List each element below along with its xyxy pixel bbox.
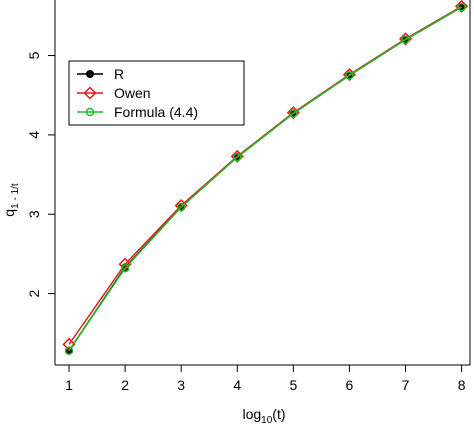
series-layer [62,0,469,355]
x-tick-label: 8 [458,377,466,393]
formula-4-4-point [345,71,354,80]
formula-4-4-point [457,2,466,12]
formula-4-4-point [176,202,186,212]
series-line-r [68,6,462,352]
series-line-owen [68,5,462,345]
formula-4-4-point [233,152,242,162]
x-tick-label: 5 [289,377,297,393]
owen-point [455,0,469,13]
y-tick-label: 2 [26,289,42,297]
y-axis-title: q1 - 1/t [1,183,21,217]
x-tick-label: 4 [233,377,241,393]
y-tick-label: 5 [26,51,42,59]
x-axis-title-arg: (t) [272,406,285,422]
x-axis-title-subscript: 10 [261,415,273,424]
series-owen [62,0,469,351]
x-axis: 1 2 3 4 5 6 7 8 [65,365,466,393]
owen-point [118,257,132,271]
legend-formula-4-4-point [85,107,95,117]
x-tick-label: 1 [65,377,73,393]
x-axis-title-main: log [242,406,261,422]
legend-owen-point [83,86,97,100]
series-formula-4-4 [64,2,466,355]
x-tick-label: 7 [402,377,410,393]
y-axis-title-subscript: 1 - 1/t [10,183,21,209]
formula-4-4-point [401,35,410,44]
legend-label-formula-4-4: Formula (4.4) [114,104,198,120]
y-tick-label: 4 [26,131,42,139]
formula-4-4-point [120,263,130,273]
legend-r-point [86,70,94,78]
series-r [65,3,466,355]
y-axis: 2 3 4 5 [26,51,55,297]
x-tick-label: 6 [346,377,354,393]
legend-label-owen: Owen [114,85,151,101]
series-line-formula-4-4 [68,6,462,352]
formula-4-4-point [289,109,298,118]
legend: R Owen Formula (4.4) [68,60,245,126]
x-tick-label: 3 [177,377,185,393]
axes: 2 3 4 5 1 2 3 4 5 6 7 8 [26,0,471,393]
x-tick-label: 2 [121,377,129,393]
formula-4-4-point [64,346,74,355]
y-axis-title-main: q [1,209,17,217]
y-tick-label: 3 [26,210,42,218]
x-axis-title: log10(t) [242,406,285,424]
legend-label-r: R [114,66,124,82]
